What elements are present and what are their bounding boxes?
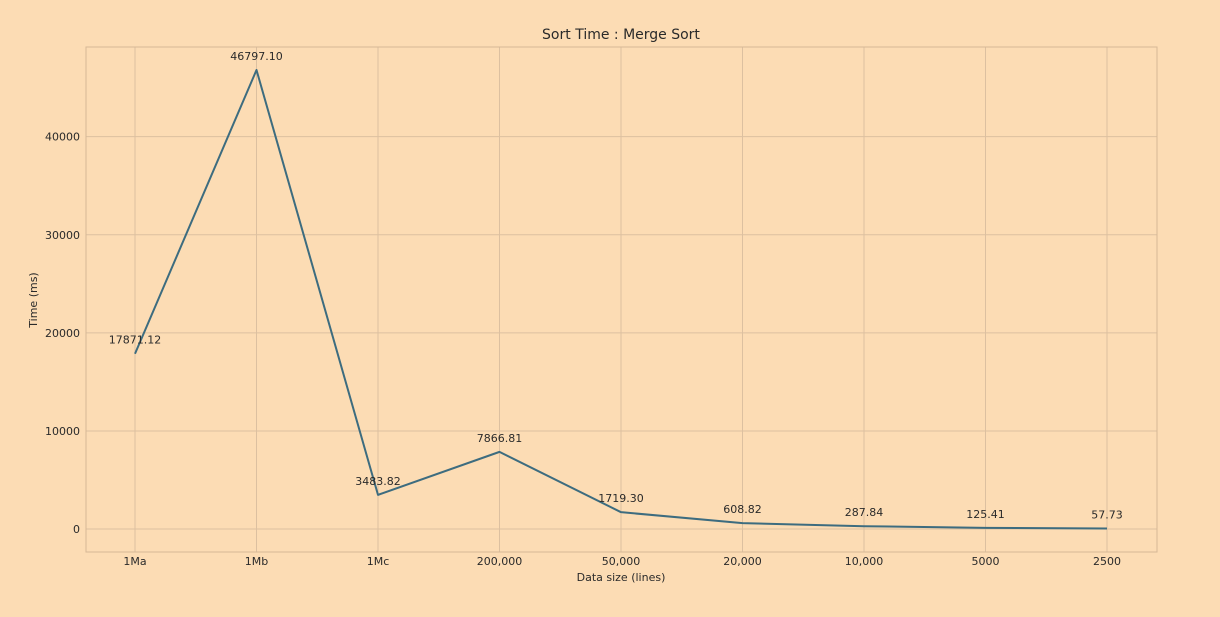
data-label: 1719.30 <box>598 492 644 505</box>
plot-frame <box>85 46 1158 553</box>
data-label: 57.73 <box>1091 508 1123 521</box>
data-label: 46797.10 <box>230 50 283 63</box>
y-tick-labels: 0 10000 20000 30000 40000 <box>45 131 80 536</box>
x-tick-label: 50,000 <box>602 555 641 568</box>
x-tick-label: 5000 <box>972 555 1000 568</box>
x-tick-label: 200,000 <box>477 555 523 568</box>
data-label: 608.82 <box>723 503 762 516</box>
series-line <box>134 68 1108 530</box>
data-label: 287.84 <box>845 506 884 519</box>
data-label: 7866.81 <box>477 432 523 445</box>
x-tick-label: 1Ma <box>123 555 146 568</box>
y-axis-label: Time (ms) <box>27 272 40 328</box>
data-label: 125.41 <box>966 508 1005 521</box>
series-layer <box>134 68 1108 530</box>
x-tick-label: 1Mc <box>367 555 390 568</box>
y-tick-label: 40000 <box>45 131 80 144</box>
x-tick-labels: 1Ma 1Mb 1Mc 200,000 50,000 20,000 10,000 5000 25… <box>123 555 1121 568</box>
y-tick-label: 20000 <box>45 327 80 340</box>
data-label: 17871.12 <box>109 334 162 347</box>
x-tick-label: 2500 <box>1093 555 1121 568</box>
x-tick-label: 1Mb <box>245 555 268 568</box>
y-tick-label: 30000 <box>45 229 80 242</box>
x-tick-label: 10,000 <box>845 555 884 568</box>
data-labels: 17871.12 46797.10 3483.82 7866.81 1719.30 608… <box>109 50 1123 521</box>
y-tick-label: 10000 <box>45 425 80 438</box>
chart-title: Sort Time : Merge Sort <box>542 27 700 43</box>
data-label: 3483.82 <box>355 475 401 488</box>
grid-lines <box>86 47 1157 552</box>
x-axis-label: Data size (lines) <box>577 571 666 584</box>
x-tick-label: 20,000 <box>723 555 762 568</box>
y-tick-label: 0 <box>73 523 80 536</box>
